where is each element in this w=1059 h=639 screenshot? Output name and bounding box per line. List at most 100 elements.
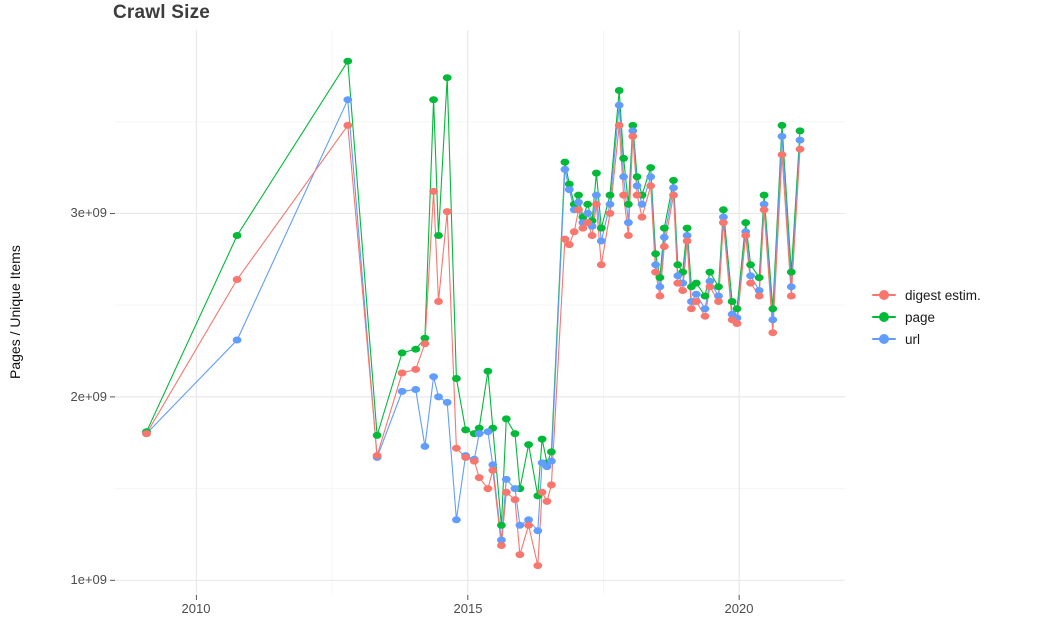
data-point-url (474, 430, 484, 438)
data-point-digest (524, 521, 533, 529)
data-point-url (691, 290, 701, 298)
chart-title: Crawl Size (113, 2, 211, 23)
x-tick-label-2020: 2020 (724, 601, 754, 616)
data-point-page (741, 219, 751, 227)
data-point-url (628, 127, 638, 135)
legend-label-url: url (905, 331, 921, 347)
data-point-digest (510, 496, 520, 504)
data-point-digest (232, 276, 242, 283)
data-point-url (488, 461, 498, 469)
data-point-url (759, 200, 769, 208)
data-point-url (501, 475, 511, 483)
data-point-page (474, 424, 484, 432)
legend-item-url: url (872, 328, 981, 350)
data-point-url (524, 516, 533, 524)
data-point-page (452, 375, 461, 382)
data-point-digest (488, 466, 498, 474)
data-point-digest (759, 206, 769, 214)
legend-key-url-dot-icon (872, 332, 896, 346)
data-point-page (574, 191, 583, 199)
data-point-digest (777, 151, 787, 159)
series-line-url (146, 97, 801, 541)
data-point-url (564, 186, 574, 194)
data-point-digest (569, 228, 579, 236)
data-point-digest (372, 452, 382, 460)
data-point-page (691, 279, 701, 287)
data-point-url (596, 237, 606, 245)
data-point-page (442, 74, 452, 82)
data-point-digest (452, 444, 461, 452)
data-point-digest (651, 268, 660, 276)
data-point-digest (678, 287, 688, 294)
data-point-page (727, 298, 737, 305)
data-point-page (732, 305, 742, 313)
data-point-page (746, 261, 755, 269)
data-point-digest (705, 283, 715, 291)
data-point-url (669, 184, 678, 192)
data-point-url (497, 536, 506, 544)
data-point-page (673, 261, 683, 269)
data-point-url (646, 173, 656, 181)
data-point-url (714, 292, 723, 300)
data-point-digest (397, 369, 407, 377)
data-point-url (705, 277, 715, 285)
data-point-digest (754, 292, 764, 300)
data-point-page (659, 224, 669, 232)
data-point-digest (542, 497, 552, 505)
data-point-digest (142, 430, 151, 438)
data-point-url (700, 305, 710, 313)
data-point-page (596, 224, 606, 232)
legend-item-digest-estim: digest estim. (872, 284, 981, 306)
data-point-page (651, 250, 660, 258)
data-point-page (700, 292, 710, 300)
data-point-url (655, 283, 665, 291)
data-point-digest (434, 298, 443, 305)
data-point-url (673, 272, 683, 280)
data-point-page (786, 268, 796, 276)
data-point-url (542, 463, 552, 471)
data-point-digest (343, 121, 353, 129)
data-point-page (510, 430, 520, 438)
data-point-url (786, 283, 796, 291)
data-point-digest (673, 279, 683, 287)
data-point-digest (429, 187, 438, 195)
data-point-url (637, 200, 647, 208)
data-point-digest (614, 121, 624, 129)
data-point-url (452, 516, 461, 524)
legend-label-digest-estim: digest estim. (905, 287, 981, 303)
data-point-digest (632, 191, 642, 199)
data-point-page (483, 367, 493, 375)
data-point-digest (442, 208, 452, 216)
data-point-url (232, 336, 242, 344)
series-points-url (142, 96, 805, 544)
data-point-url (442, 398, 452, 406)
data-point-url (515, 521, 525, 529)
data-point-url (777, 132, 787, 140)
data-point-page (624, 200, 633, 208)
legend-key-page-dot-icon (872, 310, 896, 324)
data-point-digest (547, 481, 556, 489)
data-point-page (777, 121, 787, 129)
chart-legend: digest estim. page url (872, 284, 981, 350)
data-point-page (628, 121, 638, 129)
data-point-url (397, 387, 407, 395)
data-point-digest (628, 132, 638, 140)
x-tick-label-2015: 2015 (453, 601, 483, 616)
data-point-digest (786, 292, 796, 300)
data-point-page (614, 87, 624, 94)
data-point-digest (515, 551, 525, 559)
x-tick-label-2010: 2010 (181, 601, 211, 616)
series-points-digest (142, 121, 805, 570)
data-point-digest (497, 542, 506, 549)
data-point-digest (420, 340, 430, 348)
data-point-page (759, 191, 769, 199)
data-point-url (483, 428, 493, 436)
data-point-digest (474, 474, 484, 482)
legend-item-page: page (872, 306, 981, 328)
data-point-digest (596, 261, 606, 269)
data-point-url (429, 373, 438, 381)
data-point-digest (587, 232, 597, 239)
data-point-url (768, 316, 778, 324)
data-point-digest (768, 329, 778, 337)
data-point-page (343, 57, 353, 65)
